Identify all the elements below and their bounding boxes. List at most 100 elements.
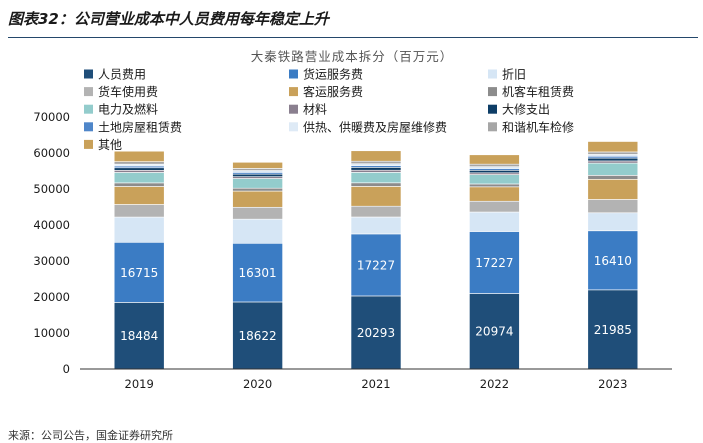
legend-label-5: 机客车租赁费 bbox=[502, 84, 574, 99]
legend-label-0: 人员费用 bbox=[98, 68, 146, 82]
y-tick-label: 20000 bbox=[33, 290, 70, 304]
legend-swatch-4 bbox=[289, 87, 298, 97]
x-tick-label: 2020 bbox=[243, 377, 272, 391]
bar-segment-6 bbox=[587, 162, 639, 176]
data-label: 21985 bbox=[594, 323, 632, 337]
legend-label-8: 大修支出 bbox=[502, 102, 550, 117]
bar-stack-2019: 18484 16715 bbox=[113, 150, 165, 370]
bar-segment-11 bbox=[587, 151, 639, 155]
bar-segment-3 bbox=[232, 206, 283, 220]
data-label: 17227 bbox=[475, 256, 513, 270]
bar-segment-0 bbox=[232, 301, 283, 370]
x-tick-label: 2022 bbox=[480, 377, 509, 391]
y-tick-label: 70000 bbox=[33, 110, 70, 124]
legend-swatch-3 bbox=[84, 87, 93, 97]
bar-segment-8 bbox=[113, 167, 165, 171]
bars: 18484 16715 18622 16301 20293 17227 20974 17227… bbox=[113, 141, 639, 370]
bar-segment-8 bbox=[232, 173, 283, 177]
bar-segment-11 bbox=[469, 163, 520, 167]
bar-segment-3 bbox=[113, 204, 165, 218]
bar-segment-2 bbox=[113, 216, 165, 243]
source-note: 来源：公司公告，国金证券研究所 bbox=[8, 429, 173, 442]
bar-segment-5 bbox=[113, 182, 165, 187]
bar-segment-12 bbox=[113, 150, 165, 162]
bar-segment-11 bbox=[113, 161, 165, 165]
bar-segment-12 bbox=[350, 150, 402, 162]
legend-label-9: 土地房屋租赁费 bbox=[98, 119, 182, 134]
legend-label-6: 电力及燃料 bbox=[98, 102, 158, 117]
title-rule bbox=[8, 37, 698, 38]
bar-segment-7 bbox=[587, 160, 639, 164]
x-tick-label: 2019 bbox=[125, 377, 154, 391]
chart-title: 大秦铁路营业成本拆分（百万元） bbox=[251, 49, 454, 64]
legend-label-1: 货运服务费 bbox=[303, 67, 363, 82]
bar-segment-4 bbox=[587, 178, 639, 200]
bar-segment-6 bbox=[469, 174, 520, 185]
y-axis: 0 10000 20000 30000 40000 50000 60000 70000 bbox=[33, 110, 70, 376]
bar-segment-5 bbox=[587, 175, 639, 180]
bar-stack-2021: 20293 17227 bbox=[350, 150, 402, 370]
bar-segment-4 bbox=[469, 186, 520, 202]
bar-segment-1 bbox=[587, 230, 639, 291]
legend-swatch-7 bbox=[289, 104, 298, 114]
bar-segment-6 bbox=[113, 172, 165, 184]
bar-segment-6 bbox=[350, 172, 402, 184]
bar-segment-11 bbox=[350, 160, 402, 165]
bar-segment-5 bbox=[232, 187, 283, 192]
legend-label-4: 客运服务费 bbox=[303, 84, 363, 99]
bar-segment-2 bbox=[350, 216, 402, 235]
bar-segment-0 bbox=[469, 293, 520, 370]
bar-stack-2022: 20974 17227 bbox=[469, 154, 520, 370]
data-label: 16410 bbox=[594, 254, 632, 268]
bar-segment-2 bbox=[587, 212, 639, 232]
legend-label-3: 货车使用费 bbox=[98, 84, 158, 99]
data-label: 16301 bbox=[239, 266, 277, 280]
legend-swatch-1 bbox=[289, 69, 298, 79]
bar-segment-11 bbox=[232, 168, 283, 171]
legend-swatch-12 bbox=[84, 139, 93, 149]
bar-segment-0 bbox=[350, 295, 402, 370]
legend-swatch-0 bbox=[84, 69, 93, 79]
bar-segment-0 bbox=[113, 302, 165, 370]
legend-swatch-9 bbox=[84, 122, 93, 132]
legend-label-11: 和谐机车检修 bbox=[502, 119, 574, 134]
bar-segment-5 bbox=[350, 182, 402, 187]
bar-segment-4 bbox=[113, 186, 165, 205]
data-label: 16715 bbox=[120, 266, 158, 280]
bar-segment-12 bbox=[469, 154, 520, 165]
bar-stack-2023: 21985 16410 bbox=[587, 141, 639, 370]
x-axis: 2019 2020 2021 2022 2023 bbox=[80, 368, 672, 391]
bar-segment-3 bbox=[350, 205, 402, 218]
bar-segment-1 bbox=[350, 233, 402, 297]
y-tick-label: 60000 bbox=[33, 146, 70, 160]
bar-segment-2 bbox=[469, 211, 520, 232]
bar-segment-6 bbox=[232, 178, 283, 189]
data-label: 20974 bbox=[475, 325, 513, 339]
bar-segment-7 bbox=[350, 169, 402, 173]
bar-segment-4 bbox=[350, 186, 402, 207]
y-tick-label: 30000 bbox=[33, 254, 70, 268]
x-tick-label: 2023 bbox=[598, 377, 627, 391]
bar-segment-8 bbox=[587, 157, 639, 162]
bar-segment-8 bbox=[350, 167, 402, 171]
bar-segment-8 bbox=[469, 169, 520, 174]
legend-swatch-5 bbox=[488, 87, 497, 97]
bar-segment-2 bbox=[232, 218, 283, 244]
bar-segment-1 bbox=[469, 231, 520, 294]
x-tick-label: 2021 bbox=[361, 377, 390, 391]
legend-label-12: 其他 bbox=[98, 138, 122, 152]
bar-segment-3 bbox=[587, 199, 639, 214]
bar-segment-0 bbox=[587, 289, 639, 370]
legend-label-7: 材料 bbox=[303, 103, 327, 117]
legend-swatch-6 bbox=[84, 104, 93, 114]
data-label: 18622 bbox=[239, 329, 277, 343]
data-label: 17227 bbox=[357, 258, 395, 272]
bar-segment-4 bbox=[232, 190, 283, 208]
legend-swatch-10 bbox=[289, 122, 298, 132]
legend-swatch-8 bbox=[488, 104, 497, 114]
y-tick-label: 0 bbox=[63, 362, 70, 376]
legend-swatch-2 bbox=[488, 69, 497, 79]
y-tick-label: 50000 bbox=[33, 182, 70, 196]
